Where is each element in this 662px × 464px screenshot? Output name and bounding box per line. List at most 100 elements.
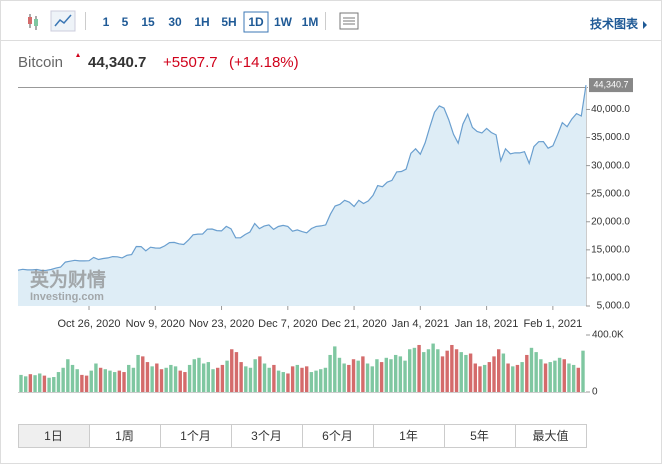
volume-bar [230, 349, 234, 392]
x-tick-label: Oct 26, 2020 [58, 318, 121, 330]
volume-bar [454, 349, 459, 392]
volume-bar [347, 364, 351, 392]
price-line [17, 85, 587, 272]
interval-button[interactable]: 1 [103, 15, 110, 29]
volume-bar [272, 364, 276, 392]
volume-bar [192, 359, 196, 392]
volume-bar [539, 359, 543, 392]
volume-bar [141, 356, 145, 392]
volume-bar [169, 364, 173, 392]
link-arrow [643, 21, 647, 29]
volume-bar [211, 369, 215, 392]
volume-bar [459, 352, 463, 392]
y-tick-label: 35,000.0 [591, 132, 630, 143]
x-tick-label: Jan 4, 2021 [392, 318, 450, 330]
volume-bar [75, 369, 79, 392]
volume-bar [248, 367, 253, 392]
volume-bar [225, 360, 229, 392]
range-label[interactable]: 1个月 [180, 429, 211, 443]
range-label[interactable]: 最大值 [532, 428, 568, 443]
volume-bar [155, 363, 159, 392]
volume-bar [553, 360, 557, 392]
volume-bar [389, 359, 393, 392]
x-tick-label: Dec 7, 2020 [258, 318, 317, 330]
volume-bar [234, 352, 239, 392]
volume-bar [464, 354, 468, 392]
interval-button[interactable]: 1D [248, 15, 264, 29]
volume-bar [562, 359, 566, 392]
price-area [18, 85, 586, 306]
volume-bar [173, 366, 178, 392]
volume-bar [103, 369, 107, 392]
volume-bar [98, 367, 103, 392]
volume-bar [56, 372, 61, 392]
volume-bar [187, 364, 192, 392]
last-price-label: 44,340.7 [593, 79, 628, 89]
volume-bar [436, 349, 440, 392]
volume-bar [567, 363, 571, 392]
volume-bar [492, 356, 496, 392]
volume-bar [197, 357, 201, 392]
interval-button[interactable]: 1W [274, 15, 293, 29]
range-label[interactable]: 1周 [115, 429, 134, 443]
range-label[interactable]: 6个月 [322, 429, 353, 443]
volume-bar [108, 370, 112, 392]
interval-button[interactable]: 5H [221, 15, 236, 29]
volume-bar [47, 377, 51, 392]
volume-bar [42, 375, 47, 392]
interval-button[interactable]: 1M [302, 15, 319, 29]
volume-bar [136, 354, 140, 392]
area-icon-box[interactable] [50, 10, 76, 32]
volume-bar [239, 362, 243, 392]
volume-bar [543, 363, 548, 392]
volume-bar [159, 369, 164, 392]
volume-bar [412, 347, 417, 392]
volume-bar [290, 366, 295, 392]
x-tick-label: Nov 23, 2020 [189, 318, 254, 330]
volume-bar [295, 364, 300, 392]
volume-bar [525, 354, 529, 392]
range-label[interactable]: 1年 [399, 429, 418, 443]
volume-bar [23, 376, 28, 392]
volume-bar [501, 353, 506, 392]
volume-bar [80, 374, 84, 392]
volume-bar [206, 362, 211, 392]
volume-bar [370, 366, 374, 392]
volume-bar [304, 366, 309, 392]
range-button[interactable] [515, 424, 587, 448]
watermark-cn: 英为财情 [30, 268, 106, 291]
volume-bar [201, 363, 206, 392]
volume-bar [122, 372, 126, 392]
volume-bar [393, 354, 398, 392]
volume-bar [323, 367, 328, 392]
volume-bar [328, 354, 332, 392]
range-label[interactable]: 5年 [470, 429, 489, 443]
volume-bar [333, 346, 337, 392]
last-price-tag [589, 78, 633, 93]
interval-button[interactable]: 15 [141, 15, 155, 29]
interval-button[interactable]: 30 [168, 15, 182, 29]
interval-selected [243, 11, 269, 33]
volume-bar [183, 372, 187, 392]
volume-bar [244, 366, 248, 392]
volume-bar [440, 356, 445, 392]
range-label[interactable]: 1日 [44, 429, 63, 443]
y-tick-label: 400.0K [592, 330, 624, 341]
candle-icon[interactable] [28, 14, 38, 30]
y-tick-label: 0 [592, 387, 598, 398]
volume-bar [286, 373, 290, 392]
interval-button[interactable]: 1H [194, 15, 209, 29]
volume-bar [534, 352, 538, 392]
volume-bar [365, 363, 370, 392]
technical-chart-link[interactable]: 技术图表 [590, 16, 639, 31]
volume-bar [127, 364, 131, 392]
volume-bar [38, 373, 42, 392]
range-label[interactable]: 3个月 [251, 429, 282, 443]
volume-bar [52, 377, 56, 392]
volume-bar [478, 366, 482, 392]
volume-bar [581, 350, 585, 392]
volume-bar [253, 359, 257, 392]
interval-button[interactable]: 5 [122, 15, 129, 29]
